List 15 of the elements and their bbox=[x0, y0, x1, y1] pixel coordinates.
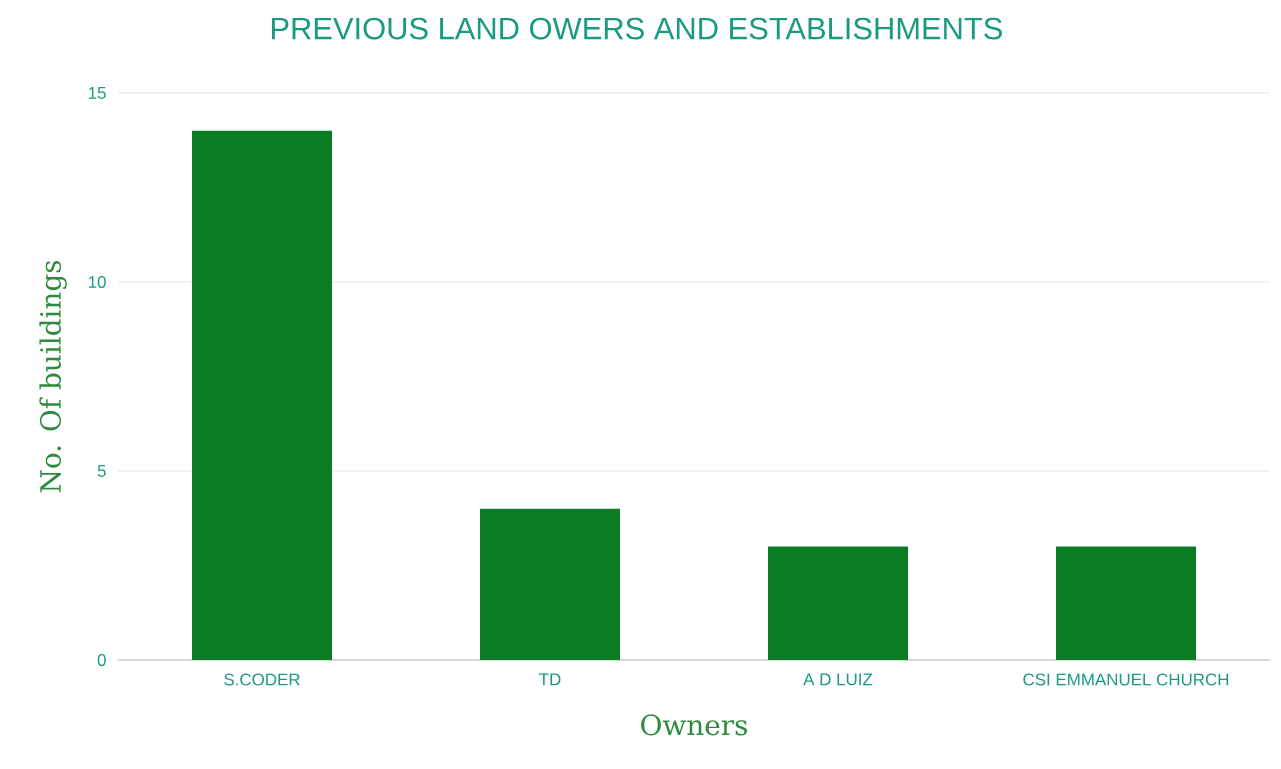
x-tick-label: CSI EMMANUEL CHURCH bbox=[1023, 673, 1229, 686]
x-tick-label: TD bbox=[539, 673, 561, 686]
bar bbox=[192, 130, 332, 660]
bar bbox=[1056, 546, 1197, 660]
chart-title: PREVIOUS LAND OWERS AND ESTABLISHMENTS bbox=[271, 17, 1002, 40]
y-tick-label: 10 bbox=[88, 276, 106, 288]
x-axis-title: Owners bbox=[641, 714, 748, 736]
bar bbox=[768, 546, 908, 660]
y-tick-label: 0 bbox=[97, 654, 106, 666]
y-tick-label: 15 bbox=[88, 87, 106, 99]
x-tick-label: A D LUIZ bbox=[803, 673, 873, 686]
y-axis-title: No. Of buildings bbox=[39, 260, 67, 493]
x-tick-label: S.CODER bbox=[224, 673, 300, 686]
y-tick-label: 5 bbox=[97, 465, 106, 477]
bar bbox=[480, 508, 620, 660]
